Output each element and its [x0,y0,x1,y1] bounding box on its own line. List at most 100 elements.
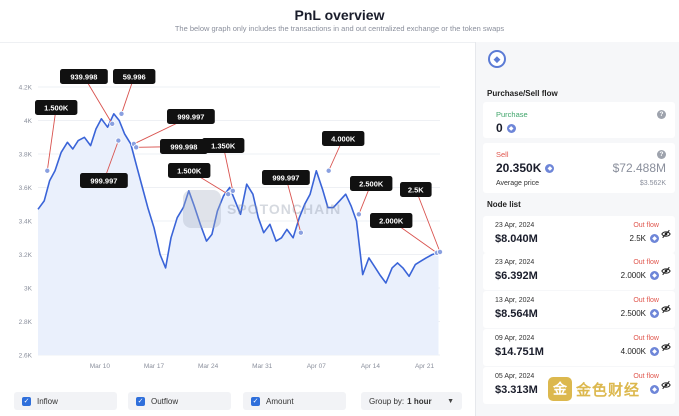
jinse-watermark: 金 金色财经 [548,377,640,401]
legend-inflow[interactable]: ✓ Inflow [14,392,117,410]
annotation-box [400,182,432,197]
eye-off-icon[interactable] [661,342,671,352]
node-amount: $6.392M [495,270,538,282]
node-list-title: Node list [487,200,521,209]
node-flow-type: Out flow [633,222,659,229]
page-subtitle: The below graph only includes the transa… [174,24,505,33]
node-date: 23 Apr, 2024 [495,222,535,229]
y-tick-label: 4K [24,118,33,125]
annotation-marker [325,167,332,174]
node-list-item[interactable]: 05 Apr, 2024 $3.313M Out flow ◆ [483,367,675,404]
y-tick-label: 2.8K [19,319,33,326]
sidebar: ◆ Purchase/Sell flow Purchase ? 0 ◆ Sell… [475,42,679,416]
eth-icon: ◆ [650,309,659,318]
annotation-box [160,139,208,154]
annotation-label: 1.500K [44,104,69,113]
annotation-connector [285,177,302,233]
annotation-box [322,131,365,146]
legend-amount[interactable]: ✓ Amount [243,392,346,410]
legend-outflow-label: Outflow [151,396,179,406]
purchase-amount: 0 [496,121,503,135]
annotation-label: 1.350K [211,142,236,151]
jinse-watermark-text: 金色财经 [576,381,641,399]
eye-off-icon[interactable] [661,229,671,239]
annotation-box [350,176,393,191]
x-tick-label: Apr 21 [415,363,435,370]
annotation-connector [222,145,234,191]
eth-icon: ◆ [506,123,516,133]
node-list-item[interactable]: 09 Apr, 2024 $14.751M Out flow 4.000K ◆ [483,329,675,366]
help-icon[interactable]: ? [657,110,666,119]
y-tick-label: 4.2K [19,85,33,92]
help-icon[interactable]: ? [657,150,666,159]
annotation-label: 999.997 [90,177,117,186]
y-tick-label: 3K [24,286,33,293]
chevron-down-icon: ▼ [447,397,454,405]
group-by-label: Group by: [369,396,405,406]
node-list-item[interactable]: 23 Apr, 2024 $8.040M Out flow 2.5K ◆ [483,216,675,253]
purchase-card: Purchase ? 0 ◆ [483,102,675,138]
node-amount: $8.040M [495,233,538,245]
y-tick-label: 3.6K [19,185,33,192]
node-quantity-value: 2.000K [620,271,646,280]
annotation-label: 2.000K [379,217,404,226]
page-header: PnL overview The below graph only includ… [0,0,679,42]
y-tick-label: 2.6K [19,353,33,360]
annotation-box [262,170,310,185]
annotation-marker [115,137,122,144]
node-amount: $8.564M [495,308,538,320]
node-amount: $3.313M [495,384,538,396]
purchase-value: 0 ◆ [496,121,516,135]
legend-amount-label: Amount [266,396,294,406]
y-tick-label: 3.8K [19,152,33,159]
checkbox-checked-icon[interactable]: ✓ [22,396,31,406]
node-flow-type: Out flow [633,297,659,304]
annotation-label: 2.500K [359,180,384,189]
annotation-box [168,163,211,178]
annotation-box [35,100,78,115]
eye-off-icon[interactable] [661,304,671,314]
checkbox-checked-icon[interactable]: ✓ [136,396,145,406]
eye-off-icon[interactable] [661,266,671,276]
annotation-label: 999.998 [170,143,197,152]
price-series-line [37,113,439,284]
node-date: 23 Apr, 2024 [495,259,535,266]
x-tick-label: Apr 07 [307,363,327,370]
y-tick-label: 3.2K [19,252,33,259]
purchase-label: Purchase [496,110,528,119]
spotonchain-logo [183,190,221,228]
sell-label: Sell [496,150,509,159]
group-by-value: 1 hour [407,396,432,406]
y-tick-label: 3.4K [19,219,33,226]
x-tick-label: Apr 14 [361,363,381,370]
node-list-item[interactable]: 23 Apr, 2024 $6.392M Out flow 2.000K ◆ [483,253,675,290]
legend-outflow[interactable]: ✓ Outflow [128,392,231,410]
checkbox-checked-icon[interactable]: ✓ [251,396,260,406]
eth-icon: ◆ [650,347,659,356]
eth-icon: ◆ [545,163,555,173]
annotation-marker [133,144,140,151]
annotation-marker [297,229,304,236]
node-quantity: ◆ [646,385,659,394]
node-amount: $14.751M [495,346,544,358]
node-date: 09 Apr, 2024 [495,335,535,342]
annotation-connector [83,76,113,125]
pnl-chart[interactable]: 2.6K 2.8K 3K 3.2K 3.4K 3.6K 3.8K 4K 4.2K Mar 10 Ma… [0,43,475,383]
annotation-box [80,173,128,188]
sell-value: 20.350K ◆ [496,161,555,175]
annotation-marker [229,187,236,194]
annotation-marker [109,120,116,127]
jinse-logo-icon: 金 [548,377,572,401]
sell-card: Sell ? 20.350K ◆ $72.488M Average price … [483,143,675,193]
group-by-select[interactable]: Group by: 1 hour ▼ [361,392,462,410]
x-tick-label: Mar 17 [144,363,165,370]
node-date: 05 Apr, 2024 [495,373,535,380]
eye-off-icon[interactable] [661,380,671,390]
annotation-box [370,213,413,228]
annotation-box [202,138,245,153]
eth-icon: ◆ [650,271,659,280]
node-flow-type: Out flow [633,373,659,380]
node-list-item[interactable]: 13 Apr, 2024 $8.564M Out flow 2.500K ◆ [483,291,675,328]
annotation-label: 4.000K [331,135,356,144]
annotation-box [60,69,108,84]
